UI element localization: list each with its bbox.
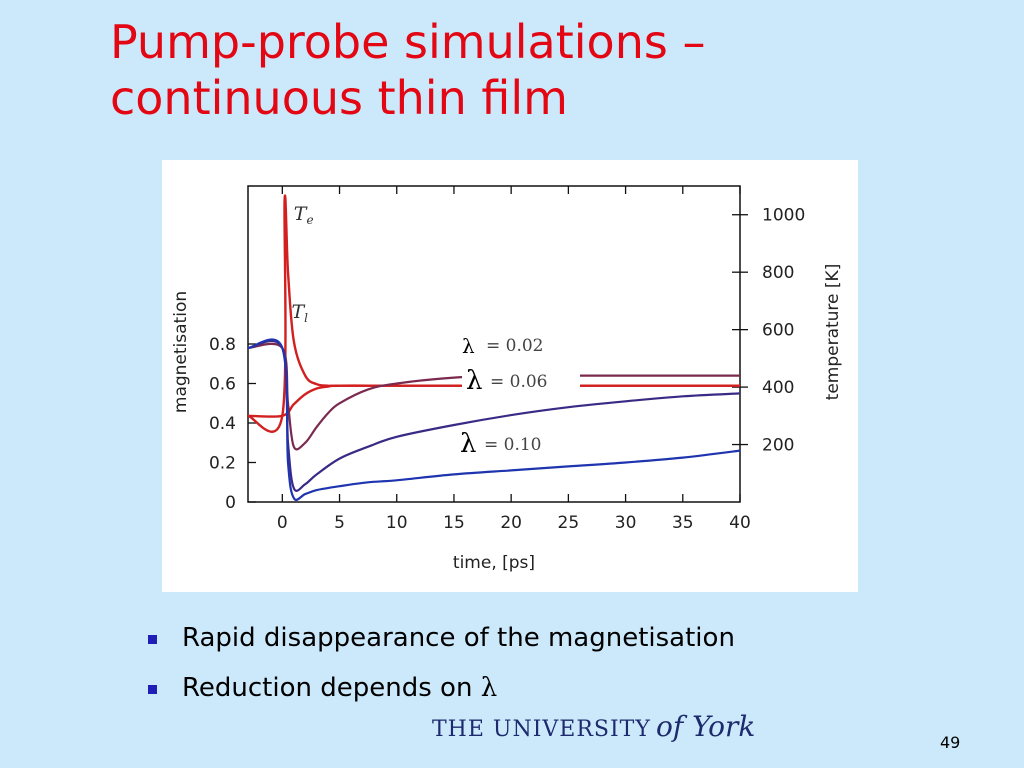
curve-value-label: = 0.02 bbox=[486, 336, 544, 356]
y2-axis-label: temperature [K] bbox=[823, 264, 843, 401]
y-tick-label: 0.8 bbox=[209, 335, 236, 355]
y-axis-label: magnetisation bbox=[171, 291, 191, 413]
y2-tick-label: 1000 bbox=[762, 206, 805, 226]
slide-title: Pump-probe simulations – continuous thin… bbox=[110, 14, 910, 126]
lambda-symbol: λ bbox=[460, 429, 476, 459]
y2-tick-label: 200 bbox=[762, 436, 794, 456]
page-number: 49 bbox=[940, 733, 961, 752]
x-tick-label: 35 bbox=[672, 513, 694, 533]
temperature-curve-T_e bbox=[247, 194, 740, 433]
x-tick-label: 5 bbox=[334, 513, 345, 533]
temperature-curve-label: Tl bbox=[291, 301, 308, 325]
curve-value-label: = 0.10 bbox=[484, 435, 542, 455]
x-tick-label: 15 bbox=[443, 513, 465, 533]
x-tick-label: 20 bbox=[500, 513, 522, 533]
lambda-symbol: λ bbox=[480, 673, 498, 703]
x-axis-label: time, [ps] bbox=[453, 553, 535, 573]
temperature-label-subscript: l bbox=[304, 311, 308, 325]
curve-value-label: = 0.06 bbox=[490, 372, 548, 392]
curve-label-backing bbox=[462, 369, 580, 393]
magnetisation-curve bbox=[247, 339, 741, 492]
y-tick-label: 0.6 bbox=[209, 375, 236, 395]
temperature-curve-label: Te bbox=[294, 203, 314, 227]
magnetisation-curve bbox=[247, 338, 741, 501]
logo-caps: THE UNIVERSITY bbox=[432, 717, 651, 742]
bullet-item: Rapid disappearance of the magnetisation bbox=[144, 618, 904, 668]
bullet-item: Reduction depends on λ bbox=[144, 668, 904, 718]
logo-script: of York bbox=[655, 710, 756, 743]
x-tick-label: 30 bbox=[615, 513, 637, 533]
x-tick-label: 10 bbox=[386, 513, 408, 533]
x-tick-label: 40 bbox=[729, 513, 751, 533]
curve-label-backing bbox=[456, 432, 574, 456]
y-tick-label: 0.4 bbox=[209, 414, 236, 434]
bullet-list: Rapid disappearance of the magnetisation… bbox=[144, 618, 904, 718]
x-tick-label: 0 bbox=[277, 513, 288, 533]
lambda-symbol: λ bbox=[466, 366, 482, 396]
lambda-symbol: λ bbox=[462, 334, 475, 358]
y2-tick-label: 600 bbox=[762, 321, 794, 341]
title-line-2: continuous thin film bbox=[110, 71, 568, 125]
bullet-square-icon bbox=[148, 685, 157, 694]
bullet-text: Rapid disappearance of the magnetisation bbox=[182, 623, 735, 653]
curve-label-backing bbox=[458, 333, 576, 357]
y-tick-label: 0 bbox=[225, 493, 236, 513]
y-tick-label: 0.2 bbox=[209, 454, 236, 474]
y2-tick-label: 400 bbox=[762, 378, 794, 398]
bullet-text: Reduction depends on bbox=[182, 673, 481, 703]
title-line-1: Pump-probe simulations – bbox=[110, 15, 706, 69]
plot-panel: 0 5 10 15 20 25 30 35 40 0 0.2 0.4 0.6 0.8 200 400 600 80… bbox=[162, 160, 858, 592]
temperature-label-subscript: e bbox=[306, 213, 313, 227]
y2-tick-label: 800 bbox=[762, 263, 794, 283]
university-logo: THE UNIVERSITY of York bbox=[432, 710, 755, 754]
pump-probe-chart: 0 5 10 15 20 25 30 35 4000.20.40.60.820040060080… bbox=[171, 185, 843, 573]
temperature-curve-T_l bbox=[247, 384, 740, 418]
bullet-square-icon bbox=[148, 635, 157, 644]
x-tick-label: 25 bbox=[558, 513, 580, 533]
